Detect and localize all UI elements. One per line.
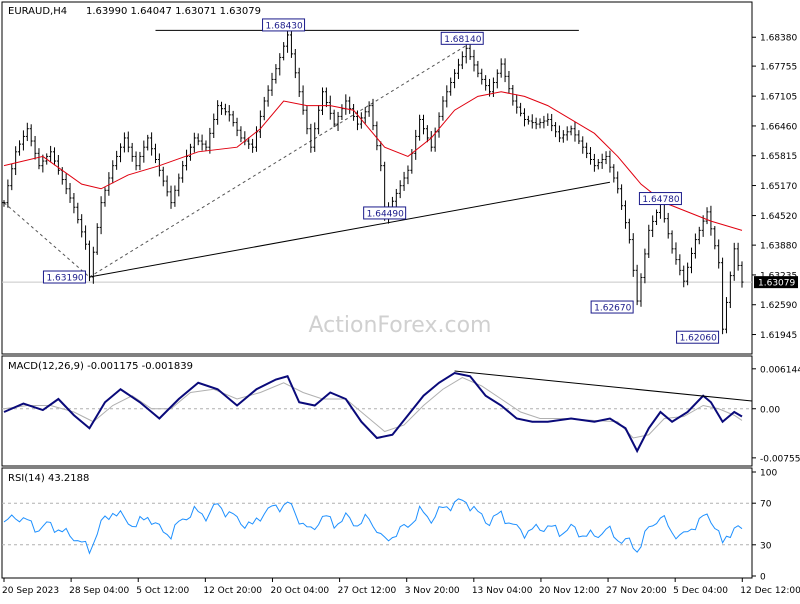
price-tick-label: 1.62590 — [760, 301, 797, 311]
price-tick-label: 1.67755 — [760, 63, 797, 73]
price-annotation-box — [676, 330, 720, 344]
price-annotation-label: 1.68430 — [266, 21, 303, 31]
price-panel: ActionForex.com EURAUD,H4 1.63990 1.6404… — [1, 1, 798, 355]
rsi-line — [3, 498, 743, 555]
rsi-title: RSI(14) 43.2188 — [8, 473, 89, 484]
rsi-y-axis: 100 70 30 0 — [752, 469, 777, 583]
x-tick-label: 20 Nov 12:00 — [539, 586, 600, 596]
price-tick-label: 1.64520 — [760, 212, 797, 222]
x-tick-label: 27 Nov 20:00 — [606, 586, 667, 596]
chart-title: EURAUD,H4 — [8, 6, 67, 17]
watermark: ActionForex.com — [309, 313, 492, 338]
price-annotations: 1.63190 1.68430 1.64490 1.68140 1.62670 1.647… — [42, 18, 720, 344]
price-trendlines — [3, 29, 611, 278]
price-candles — [2, 28, 744, 335]
rsi-panel-frame — [1, 467, 753, 579]
rsi-gridlines — [2, 502, 752, 546]
moving-average-line — [3, 91, 743, 231]
macd-signal-line — [3, 376, 743, 439]
x-tick-label: 12 Dec 12:00 — [740, 586, 800, 596]
price-tick-label: 1.66460 — [760, 122, 797, 132]
macd-tick-label: -0.007555 — [760, 454, 800, 464]
price-tick-label: 1.65170 — [760, 182, 797, 192]
price-tick-label: 1.68380 — [760, 34, 797, 44]
macd-panel-frame — [1, 355, 753, 467]
support-trendline — [89, 181, 611, 278]
price-tick-label: 1.67105 — [760, 93, 797, 103]
x-tick-label: 20 Sep 2023 — [2, 586, 59, 596]
x-tick-label: 5 Oct 12:00 — [136, 586, 189, 596]
price-tick-label: 1.61945 — [760, 331, 797, 341]
macd-line — [3, 371, 743, 454]
price-tick-label: 1.63880 — [760, 242, 797, 252]
price-tick-label: 1.65815 — [760, 152, 797, 162]
ohlc-values: 1.63990 1.64047 1.63071 1.63079 — [86, 6, 261, 17]
price-annotation-box — [638, 192, 682, 206]
rsi-tick-label: 100 — [760, 469, 777, 479]
current-price-label: 1.63079 — [758, 279, 795, 289]
current-price-badge — [754, 276, 798, 289]
x-tick-label: 28 Sep 04:00 — [69, 586, 129, 596]
price-annotation-box — [262, 18, 306, 32]
price-annotation-label: 1.63190 — [46, 274, 83, 284]
price-annotation-box — [590, 300, 634, 314]
moving-average — [3, 91, 743, 231]
macd-title: MACD(12,26,9) -0.001175 -0.001839 — [8, 361, 193, 372]
price-annotation-box — [42, 270, 86, 284]
x-tick-label: 3 Nov 20:00 — [405, 586, 460, 596]
rsi-tick-label: 30 — [760, 541, 772, 551]
x-tick-label: 5 Dec 04:00 — [673, 586, 728, 596]
macd-tick-label: 0.00 — [760, 405, 780, 415]
dashed-trendline-rising — [89, 45, 467, 278]
rsi-tick-label: 0 — [760, 573, 766, 583]
price-y-axis: 1.68380 1.67755 1.67105 1.66460 1.65815 1.651… — [752, 34, 798, 341]
x-tick-label: 12 Oct 20:00 — [203, 586, 262, 596]
x-tick-label: 20 Oct 04:00 — [270, 586, 329, 596]
price-annotation-label: 1.62670 — [594, 304, 631, 314]
macd-tick-label: 0.006144 — [760, 365, 800, 375]
x-tick-label: 27 Oct 12:00 — [338, 586, 397, 596]
rsi-panel: RSI(14) 43.2188 100 70 30 0 — [1, 467, 777, 583]
price-annotation-label: 1.68140 — [444, 35, 481, 45]
rsi-lines — [3, 498, 743, 555]
price-annotation-label: 1.64780 — [642, 195, 679, 205]
macd-panel: MACD(12,26,9) -0.001175 -0.001839 0.0061… — [1, 355, 800, 467]
time-x-axis: 20 Sep 2023 28 Sep 04:00 5 Oct 12:00 12 Oct… — [2, 578, 800, 596]
rsi-tick-label: 70 — [760, 500, 772, 510]
price-annotation-label: 1.62060 — [680, 334, 717, 344]
price-annotation-box — [440, 31, 484, 45]
dashed-trendline-left — [3, 202, 90, 278]
price-annotation-box — [363, 206, 407, 220]
macd-lines — [3, 370, 753, 454]
x-tick-label: 13 Nov 04:00 — [472, 586, 533, 596]
macd-trendline — [454, 370, 753, 402]
macd-y-axis: 0.006144 0.00 -0.007555 — [752, 365, 800, 464]
price-annotation-label: 1.64490 — [367, 209, 404, 219]
price-panel-frame — [1, 1, 753, 355]
